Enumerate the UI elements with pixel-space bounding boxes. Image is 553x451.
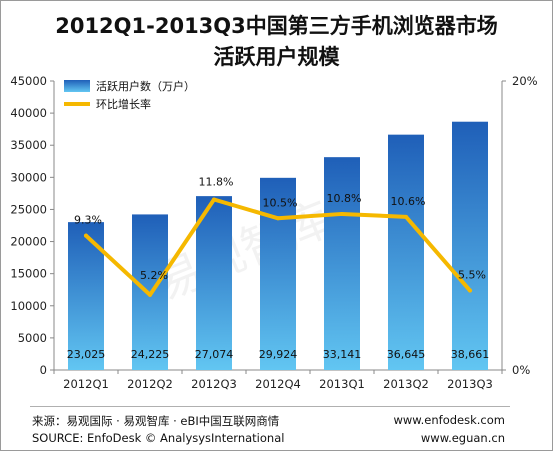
y-left-tick-label: 45000: [10, 74, 47, 88]
chart-title-line2: 活跃用户规模: [213, 45, 340, 69]
growth-point: [212, 197, 216, 202]
url-eguan: www.eguan.cn: [420, 431, 505, 445]
bar-value-label: 29,924: [259, 348, 298, 361]
legend-line-label: 环比增长率: [96, 97, 151, 111]
growth-point: [468, 288, 472, 293]
growth-line: [84, 197, 472, 297]
y-left-tick-label: 15000: [10, 267, 47, 281]
growth-value-label: 9.3%: [74, 214, 102, 227]
bar-value-label: 36,645: [387, 348, 426, 361]
y-right-tick-label: 20%: [512, 74, 538, 88]
bar-value-labels: 23,025 24,225 27,074 29,924 33,141 36,645 38,6…: [67, 348, 490, 361]
source-en: SOURCE: EnfoDesk © AnalysysInternational: [32, 431, 285, 445]
bar: [324, 157, 360, 370]
url-enfodesk: www.enfodesk.com: [393, 413, 505, 427]
growth-value-label: 11.8%: [199, 175, 234, 188]
growth-point: [84, 233, 88, 238]
bar: [388, 134, 424, 370]
growth-value-label: 5.5%: [458, 269, 486, 282]
bar: [196, 196, 232, 370]
x-tick-label: 2012Q3: [191, 377, 237, 391]
x-tick-label: 2013Q1: [319, 377, 365, 391]
x-tick-label: 2012Q2: [127, 377, 173, 391]
y-right-tick-label: 0%: [512, 363, 530, 377]
bars: [68, 121, 488, 370]
chart-title-line1: 2012Q1-2013Q3中国第三方手机浏览器市场: [55, 14, 498, 38]
growth-point: [404, 214, 408, 219]
y-left-tick-label: 10000: [10, 299, 47, 313]
growth-point: [148, 292, 152, 297]
growth-labels: 9.3% 5.2% 11.8% 10.5% 10.8% 10.6% 5.5%: [74, 175, 486, 281]
growth-value-label: 10.5%: [263, 196, 298, 209]
y-left-tick-label: 5000: [18, 331, 47, 345]
source-cn: 来源：易观国际 · 易观智库 · eBI中国互联网商情: [32, 414, 280, 428]
footer-divider: [30, 406, 510, 407]
growth-value-label: 5.2%: [140, 269, 168, 282]
y-left-tick-label: 20000: [10, 235, 47, 249]
legend-bar-swatch: [64, 80, 90, 92]
y-left-tick-label: 40000: [10, 106, 47, 120]
growth-point: [276, 216, 280, 221]
bar: [260, 177, 296, 370]
y-left-tick-label: 30000: [10, 170, 47, 184]
x-tick-label: 2013Q3: [447, 377, 493, 391]
bar-value-label: 23,025: [67, 348, 106, 361]
growth-value-label: 10.6%: [391, 195, 426, 208]
x-tick-label: 2013Q2: [383, 377, 429, 391]
y-left-tick-label: 25000: [10, 202, 47, 216]
bar-value-label: 33,141: [323, 348, 362, 361]
x-tick-label: 2012Q1: [63, 377, 109, 391]
bar-value-label: 38,661: [451, 348, 490, 361]
y-left-tick-label: 35000: [10, 138, 47, 152]
growth-point: [340, 211, 344, 216]
bar-value-label: 24,225: [131, 348, 170, 361]
legend-bar-label: 活跃用户数（万户）: [96, 79, 195, 93]
x-tick-label: 2012Q4: [255, 377, 301, 391]
legend: 活跃用户数（万户） 环比增长率: [64, 79, 195, 111]
bar: [452, 121, 488, 370]
y-left-tick-label: 0: [40, 363, 47, 377]
bar-value-label: 27,074: [195, 348, 234, 361]
growth-value-label: 10.8%: [327, 192, 362, 205]
